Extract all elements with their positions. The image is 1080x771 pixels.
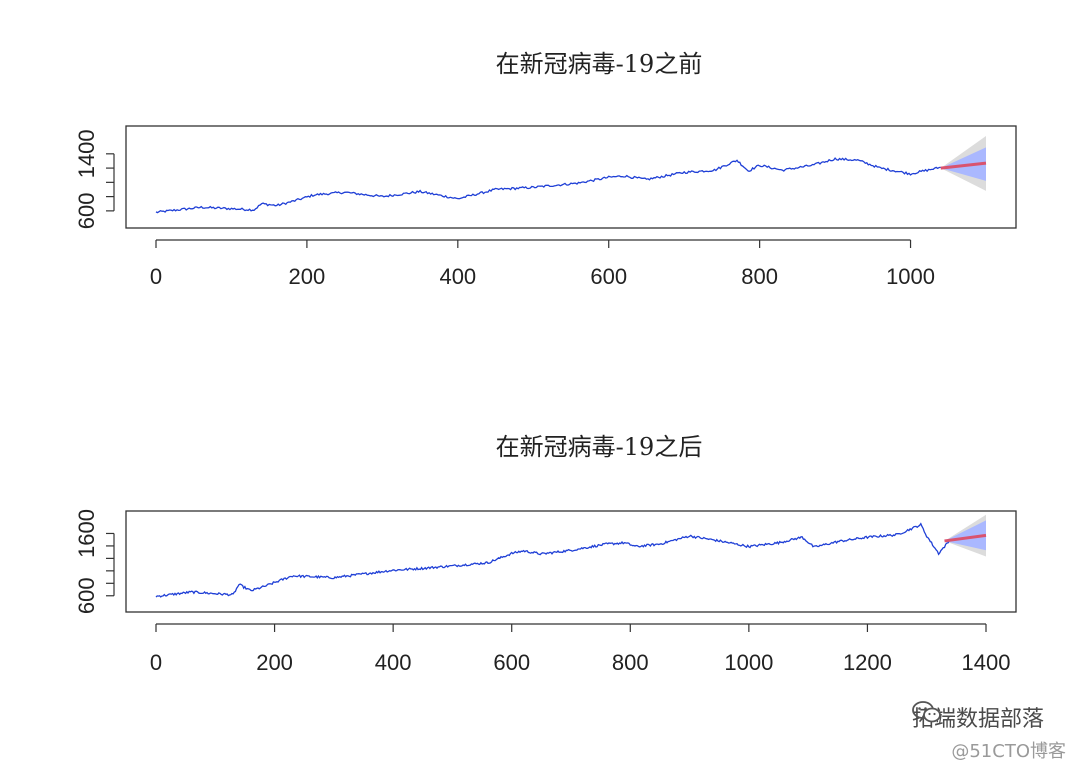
chart-title: 在新冠病毒-19之前 [496, 50, 703, 78]
x-tick-label: 0 [150, 650, 162, 675]
plot-area [155, 514, 987, 598]
watermark-subtext: @51CTO博客 [951, 741, 1066, 762]
y-tick-label: 600 [74, 577, 99, 614]
plot-frame [125, 125, 1017, 229]
forecast-mean-line [944, 533, 987, 543]
x-tick-label: 1000 [724, 650, 773, 675]
x-tick-label: 1200 [843, 650, 892, 675]
y-tick-label: 1600 [74, 509, 99, 558]
chart-title: 在新冠病毒-19之后 [496, 433, 703, 461]
forecast-band-80 [944, 520, 986, 551]
plot-frame [125, 510, 1017, 613]
plot-area [155, 136, 987, 214]
x-tick-label: 400 [439, 264, 476, 289]
wechat-icon [912, 701, 941, 723]
x-tick-label: 800 [612, 650, 649, 675]
watermark: 拓端数据部落 [912, 701, 1044, 733]
x-tick-label: 600 [590, 264, 627, 289]
chart-panel-1: 在新冠病毒-19之前 0 200 400 600 800 1000 600 1400 [74, 50, 1017, 289]
y-tick-label: 1400 [74, 129, 99, 178]
forecast-mean-line [940, 161, 987, 170]
x-tick-label: 800 [741, 264, 778, 289]
y-tick-label: 600 [74, 193, 99, 230]
x-tick-label: 600 [493, 650, 530, 675]
x-tick-label: 0 [150, 264, 162, 289]
chart-panel-2: 在新冠病毒-19之后 0 200 400 600 800 1000 1200 1400 600 16… [74, 433, 1017, 675]
series-line [155, 522, 951, 598]
x-tick-label: 400 [375, 650, 412, 675]
series-line [155, 157, 941, 214]
x-tick-label: 1400 [962, 650, 1011, 675]
x-tick-label: 1000 [886, 264, 935, 289]
x-tick-label: 200 [256, 650, 293, 675]
x-tick-label: 200 [289, 264, 326, 289]
